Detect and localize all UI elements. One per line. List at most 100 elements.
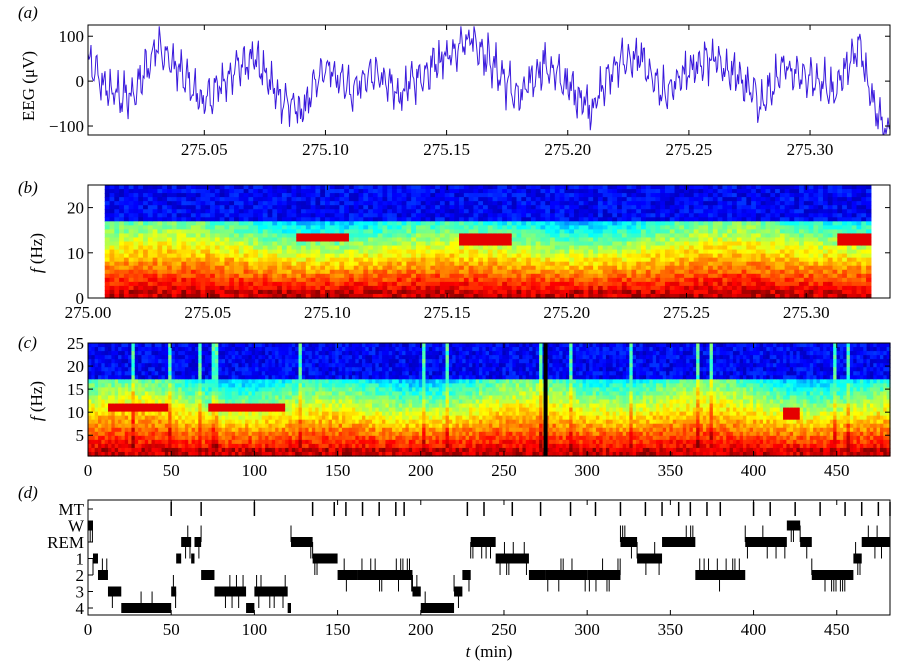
heatmap-cell bbox=[708, 205, 714, 210]
heatmap-cell bbox=[108, 451, 112, 457]
heatmap-cell bbox=[435, 245, 441, 251]
heatmap-cell bbox=[348, 189, 355, 194]
heatmap-cell bbox=[626, 289, 633, 295]
heatmap-cell bbox=[617, 241, 623, 247]
heatmap-cell bbox=[118, 351, 123, 356]
heatmap-cell bbox=[167, 293, 173, 299]
heatmap-cell bbox=[411, 233, 417, 239]
heatmap-cell bbox=[147, 217, 154, 222]
heatmap-cell bbox=[617, 273, 623, 279]
heatmap-cell bbox=[377, 201, 384, 206]
heatmap-cell bbox=[243, 261, 249, 267]
heatmap-cell bbox=[234, 225, 240, 230]
heatmap-cell bbox=[286, 281, 293, 287]
heatmap-cell bbox=[348, 253, 355, 259]
heatmap-cell bbox=[128, 355, 133, 360]
heatmap-cell bbox=[516, 193, 522, 198]
heatmap-cell bbox=[325, 265, 331, 271]
heatmap-cell bbox=[521, 285, 527, 291]
heatmap-cell bbox=[363, 197, 369, 202]
heatmap-cell bbox=[478, 189, 484, 194]
heatmap-cell bbox=[866, 213, 872, 218]
heatmap-cell bbox=[243, 221, 249, 226]
heatmap-cell bbox=[98, 363, 102, 368]
heatmap-cell bbox=[392, 273, 398, 279]
heatmap-cell bbox=[741, 285, 747, 291]
heatmap-cell bbox=[631, 253, 637, 259]
heatmap-cell bbox=[789, 209, 795, 214]
heatmap-cell bbox=[727, 293, 733, 299]
heatmap-cell bbox=[104, 415, 109, 421]
heatmap-cell bbox=[104, 447, 109, 453]
heatmap-cell bbox=[243, 237, 249, 243]
heatmap-cell bbox=[234, 229, 240, 235]
heatmap-cell bbox=[329, 225, 336, 230]
heatmap-cell bbox=[325, 281, 331, 287]
heatmap-cell bbox=[152, 289, 159, 295]
heatmap-cell bbox=[449, 273, 455, 279]
heatmap-cell bbox=[473, 249, 479, 255]
heatmap-cell bbox=[516, 225, 522, 230]
heatmap-cell bbox=[612, 237, 618, 243]
heatmap-cell bbox=[200, 221, 206, 226]
heatmap-cell bbox=[803, 237, 810, 243]
heatmap-cell bbox=[621, 265, 628, 271]
heatmap-cell bbox=[473, 229, 479, 235]
heatmap-cell bbox=[526, 285, 532, 291]
heatmap-cell bbox=[277, 269, 283, 275]
heatmap-cell bbox=[382, 277, 388, 283]
heatmap-cell bbox=[727, 185, 733, 190]
heatmap-cell bbox=[856, 277, 862, 283]
heatmap-cell bbox=[832, 209, 838, 214]
heatmap-cell bbox=[167, 245, 173, 251]
heatmap-cell bbox=[138, 375, 143, 380]
heatmap-cell bbox=[134, 451, 139, 457]
heatmap-cell bbox=[439, 237, 446, 243]
heatmap-cell bbox=[588, 237, 594, 243]
heatmap-cell bbox=[794, 293, 800, 299]
heatmap-cell bbox=[770, 273, 776, 279]
heatmap-cell bbox=[101, 403, 106, 409]
heatmap-cell bbox=[104, 197, 111, 202]
heatmap-cell bbox=[315, 281, 321, 287]
heatmap-cell bbox=[229, 265, 235, 271]
heatmap-cell bbox=[736, 257, 743, 263]
heatmap-cell bbox=[535, 225, 542, 230]
heatmap-cell bbox=[291, 285, 297, 291]
heatmap-cell bbox=[411, 217, 417, 222]
heatmap-cell bbox=[363, 209, 369, 214]
heatmap-cell bbox=[296, 217, 302, 222]
heatmap-cell bbox=[224, 257, 230, 263]
heatmap-cell bbox=[348, 277, 355, 283]
heatmap-cell bbox=[248, 185, 254, 190]
heatmap-cell bbox=[98, 431, 102, 437]
heatmap-cell bbox=[636, 237, 642, 243]
heatmap-cell bbox=[755, 225, 762, 230]
heatmap-cell bbox=[382, 237, 388, 243]
heatmap-cell bbox=[387, 241, 393, 247]
heatmap-cell bbox=[545, 257, 551, 263]
heatmap-cell bbox=[846, 293, 853, 299]
heatmap-cell bbox=[296, 189, 302, 194]
heatmap-cell bbox=[134, 375, 139, 380]
heatmap-cell bbox=[866, 193, 872, 198]
heatmap-cell bbox=[162, 249, 168, 255]
heatmap-cell bbox=[277, 281, 283, 287]
heatmap-cell bbox=[459, 277, 465, 283]
heatmap-cell bbox=[492, 293, 498, 299]
heatmap-cell bbox=[121, 355, 126, 360]
heatmap-cell bbox=[550, 213, 556, 218]
heatmap-cell bbox=[243, 225, 249, 230]
heatmap-cell bbox=[315, 241, 321, 247]
heatmap-cell bbox=[329, 197, 336, 202]
heatmap-cell bbox=[703, 197, 709, 202]
heatmap-cell bbox=[617, 249, 623, 255]
heatmap-cell bbox=[559, 217, 566, 222]
heatmap-cell bbox=[243, 281, 249, 287]
heatmap-cell bbox=[214, 229, 221, 235]
heatmap-cell bbox=[842, 221, 848, 226]
heatmap-cell bbox=[111, 435, 116, 441]
heatmap-cell bbox=[573, 281, 580, 287]
heatmap-cell bbox=[674, 197, 680, 202]
heatmap-cell bbox=[128, 217, 135, 222]
